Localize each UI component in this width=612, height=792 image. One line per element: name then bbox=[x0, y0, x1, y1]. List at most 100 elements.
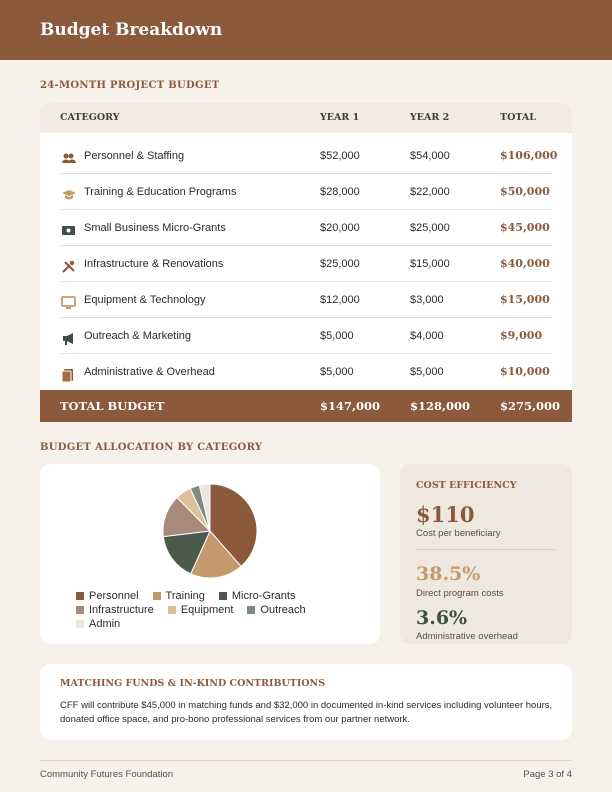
row-icon bbox=[61, 296, 76, 309]
legend-item: Infrastructure bbox=[76, 603, 154, 617]
budget-table: CATEGORY YEAR 1 YEAR 2 TOTAL Personnel & Sta… bbox=[40, 103, 572, 422]
amount-cell: $25,000 bbox=[320, 258, 360, 270]
legend-swatch bbox=[76, 606, 84, 614]
stat-label: Direct program costs bbox=[416, 588, 504, 599]
total-row bbox=[40, 390, 572, 422]
amount-cell: $106,000 bbox=[500, 149, 558, 162]
amount-cell: $45,000 bbox=[500, 221, 550, 234]
legend-swatch bbox=[167, 606, 176, 614]
legend-label: Equipment bbox=[180, 604, 234, 616]
legend-label: Outreach bbox=[260, 604, 306, 616]
row-divider bbox=[60, 209, 552, 210]
legend: Personnel Training Micro-Grants Infrastruct… bbox=[76, 589, 326, 631]
amount-cell: $5,000 bbox=[320, 366, 354, 378]
table-header bbox=[40, 103, 572, 133]
legend-item: Training bbox=[152, 589, 205, 603]
stat-label: Cost per beneficiary bbox=[416, 528, 501, 539]
category-cell: Infrastructure & Renovations bbox=[84, 258, 224, 270]
amount-cell: $50,000 bbox=[500, 185, 550, 198]
pie-slice bbox=[198, 483, 211, 532]
card-title: COST EFFICIENCY bbox=[416, 480, 517, 491]
category-cell: Outreach & Marketing bbox=[84, 330, 191, 342]
amount-cell: $15,000 bbox=[410, 258, 450, 270]
category-cell: Equipment & Technology bbox=[84, 294, 206, 306]
amount-cell: $3,000 bbox=[410, 294, 444, 306]
amount-cell: $25,000 bbox=[410, 222, 450, 234]
column-header: YEAR 2 bbox=[410, 112, 450, 123]
row-divider bbox=[60, 245, 552, 246]
legend-label: Personnel bbox=[89, 590, 139, 602]
header-bar bbox=[0, 0, 612, 60]
legend-item: Outreach bbox=[247, 603, 306, 617]
amount-cell: $40,000 bbox=[500, 257, 550, 270]
total-cell: $275,000 bbox=[500, 399, 561, 413]
row-icon bbox=[62, 260, 75, 273]
stat-value: 38.5% bbox=[416, 563, 481, 585]
stat-label: Administrative overhead bbox=[416, 631, 518, 642]
total-cell: TOTAL BUDGET bbox=[60, 399, 165, 413]
section-title: 24-MONTH PROJECT BUDGET bbox=[40, 80, 220, 91]
row-icon bbox=[62, 153, 76, 163]
amount-cell: $12,000 bbox=[320, 294, 360, 306]
amount-cell: $28,000 bbox=[320, 186, 360, 198]
legend-label: Micro-Grants bbox=[231, 590, 296, 602]
pie-slice bbox=[190, 530, 242, 579]
legend-label: Training bbox=[165, 590, 205, 602]
legend-item: Admin bbox=[76, 617, 120, 631]
legend-item: Equipment bbox=[167, 603, 234, 617]
pie-chart bbox=[162, 483, 258, 579]
row-icon bbox=[62, 190, 76, 200]
column-header: CATEGORY bbox=[60, 112, 120, 123]
amount-cell: $5,000 bbox=[320, 330, 354, 342]
card-title: MATCHING FUNDS & IN-KIND CONTRIBUTIONS bbox=[60, 678, 326, 689]
row-divider bbox=[60, 353, 552, 354]
legend-item: Micro-Grants bbox=[218, 589, 296, 603]
row-divider bbox=[60, 317, 552, 318]
amount-cell: $15,000 bbox=[500, 293, 550, 306]
row-divider bbox=[60, 173, 552, 174]
legend-swatch bbox=[76, 592, 84, 600]
legend-label: Infrastructure bbox=[89, 604, 154, 616]
category-cell: Administrative & Overhead bbox=[84, 366, 215, 378]
row-icon bbox=[62, 226, 75, 235]
stat-value: $110 bbox=[416, 502, 475, 527]
stat-value: 3.6% bbox=[416, 607, 468, 629]
amount-cell: $20,000 bbox=[320, 222, 360, 234]
amount-cell: $54,000 bbox=[410, 150, 450, 162]
column-header: TOTAL bbox=[500, 112, 536, 123]
section-title: BUDGET ALLOCATION BY CATEGORY bbox=[40, 442, 263, 453]
legend-item: Personnel bbox=[76, 589, 139, 603]
footer-right: Page 3 of 4 bbox=[523, 769, 572, 780]
category-cell: Small Business Micro-Grants bbox=[84, 222, 226, 234]
pie-card: Personnel Training Micro-Grants Infrastruct… bbox=[40, 464, 380, 644]
row-divider bbox=[60, 281, 552, 282]
amount-cell: $9,000 bbox=[500, 329, 543, 342]
footer-rule bbox=[40, 760, 572, 761]
legend-swatch bbox=[247, 606, 256, 614]
column-header: YEAR 1 bbox=[320, 112, 360, 123]
row-icon bbox=[61, 369, 73, 382]
footer-left: Community Futures Foundation bbox=[40, 769, 174, 780]
amount-cell: $5,000 bbox=[410, 366, 444, 378]
total-cell: $147,000 bbox=[320, 399, 381, 413]
legend-swatch bbox=[152, 592, 161, 600]
amount-cell: $4,000 bbox=[410, 330, 444, 342]
amount-cell: $52,000 bbox=[320, 150, 360, 162]
legend-label: Admin bbox=[89, 618, 121, 630]
card-text: CFF will contribute $45,000 in matching … bbox=[60, 700, 553, 725]
pie-slice bbox=[162, 530, 211, 575]
amount-cell: $10,000 bbox=[500, 365, 550, 378]
divider bbox=[416, 549, 556, 550]
legend-swatch bbox=[218, 592, 227, 600]
legend-swatch bbox=[76, 620, 84, 628]
amount-cell: $22,000 bbox=[410, 186, 450, 198]
category-cell: Training & Education Programs bbox=[84, 186, 237, 198]
matching-card: MATCHING FUNDS & IN-KIND CONTRIBUTIONS C… bbox=[40, 664, 572, 740]
row-icon bbox=[63, 333, 73, 345]
category-cell: Personnel & Staffing bbox=[84, 150, 185, 162]
efficiency-card: COST EFFICIENCY $110 Cost per beneficiar… bbox=[400, 464, 572, 644]
page-title: Budget Breakdown bbox=[40, 20, 223, 40]
total-cell: $128,000 bbox=[410, 399, 471, 413]
pie-slice bbox=[209, 483, 258, 568]
